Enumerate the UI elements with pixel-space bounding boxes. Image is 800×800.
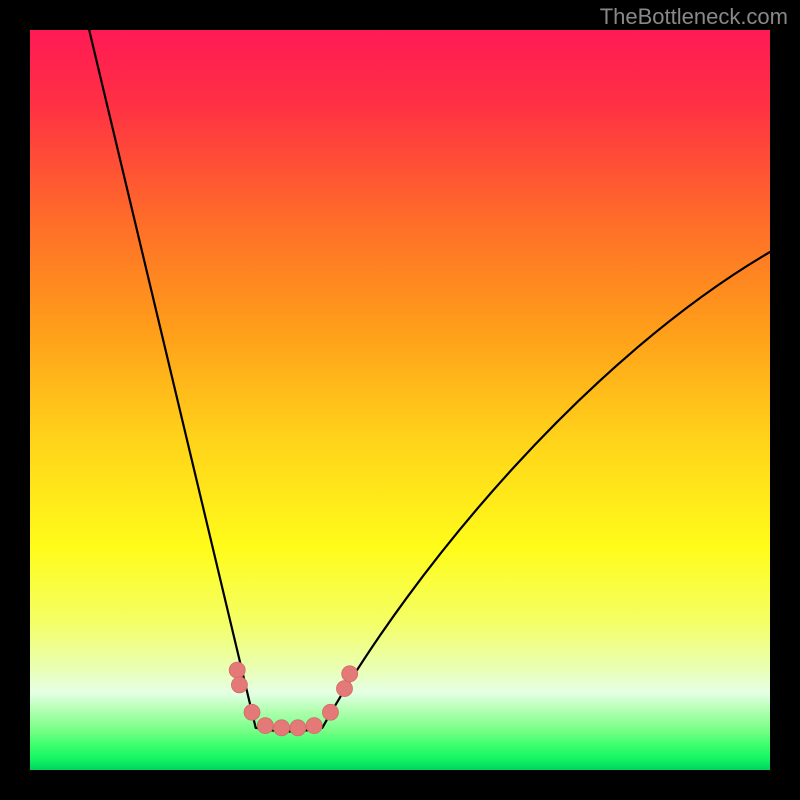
marker-dot bbox=[322, 704, 338, 720]
marker-dot bbox=[337, 681, 353, 697]
stage: TheBottleneck.com bbox=[0, 0, 800, 800]
marker-dot bbox=[257, 718, 273, 734]
marker-dot bbox=[231, 677, 247, 693]
chart-svg bbox=[30, 30, 770, 770]
marker-dot bbox=[244, 704, 260, 720]
marker-dot bbox=[290, 720, 306, 736]
bottleneck-curve bbox=[89, 30, 770, 732]
marker-dot bbox=[342, 666, 358, 682]
marker-dot bbox=[306, 718, 322, 734]
marker-dot bbox=[274, 720, 290, 736]
marker-dot bbox=[229, 662, 245, 678]
plot-area bbox=[30, 30, 770, 770]
watermark-text: TheBottleneck.com bbox=[600, 4, 788, 30]
